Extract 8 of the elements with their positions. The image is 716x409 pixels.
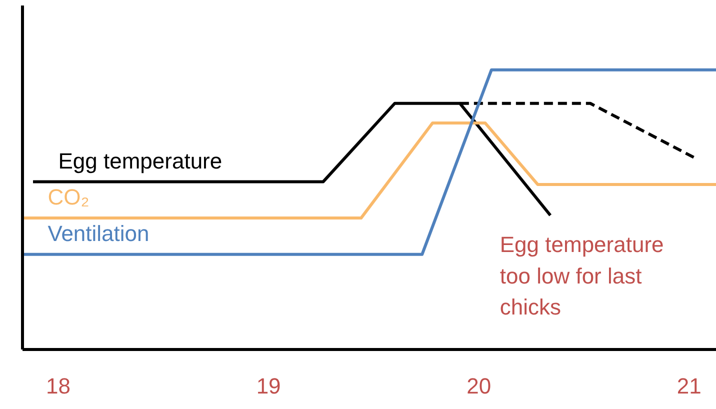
x-tick-label: 19: [256, 374, 281, 398]
series-label: Egg temperature: [58, 148, 222, 174]
x-tick-label: 20: [466, 374, 492, 398]
x-tick-label: 21: [676, 374, 702, 398]
annotation: Egg temperature too low for last chicks: [500, 232, 664, 320]
series-label: Ventilation: [48, 221, 150, 246]
x-tick-label: 18: [46, 374, 70, 398]
series-label: CO₂: [48, 184, 90, 210]
